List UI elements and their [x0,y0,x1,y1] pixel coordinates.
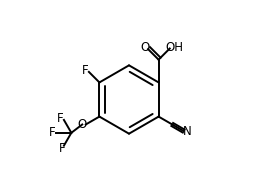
Text: F: F [49,126,55,139]
Text: N: N [183,125,192,138]
Text: O: O [77,118,86,131]
Text: F: F [59,142,65,155]
Text: OH: OH [166,41,184,54]
Text: F: F [82,64,88,77]
Text: O: O [140,41,149,54]
Text: F: F [57,112,63,125]
